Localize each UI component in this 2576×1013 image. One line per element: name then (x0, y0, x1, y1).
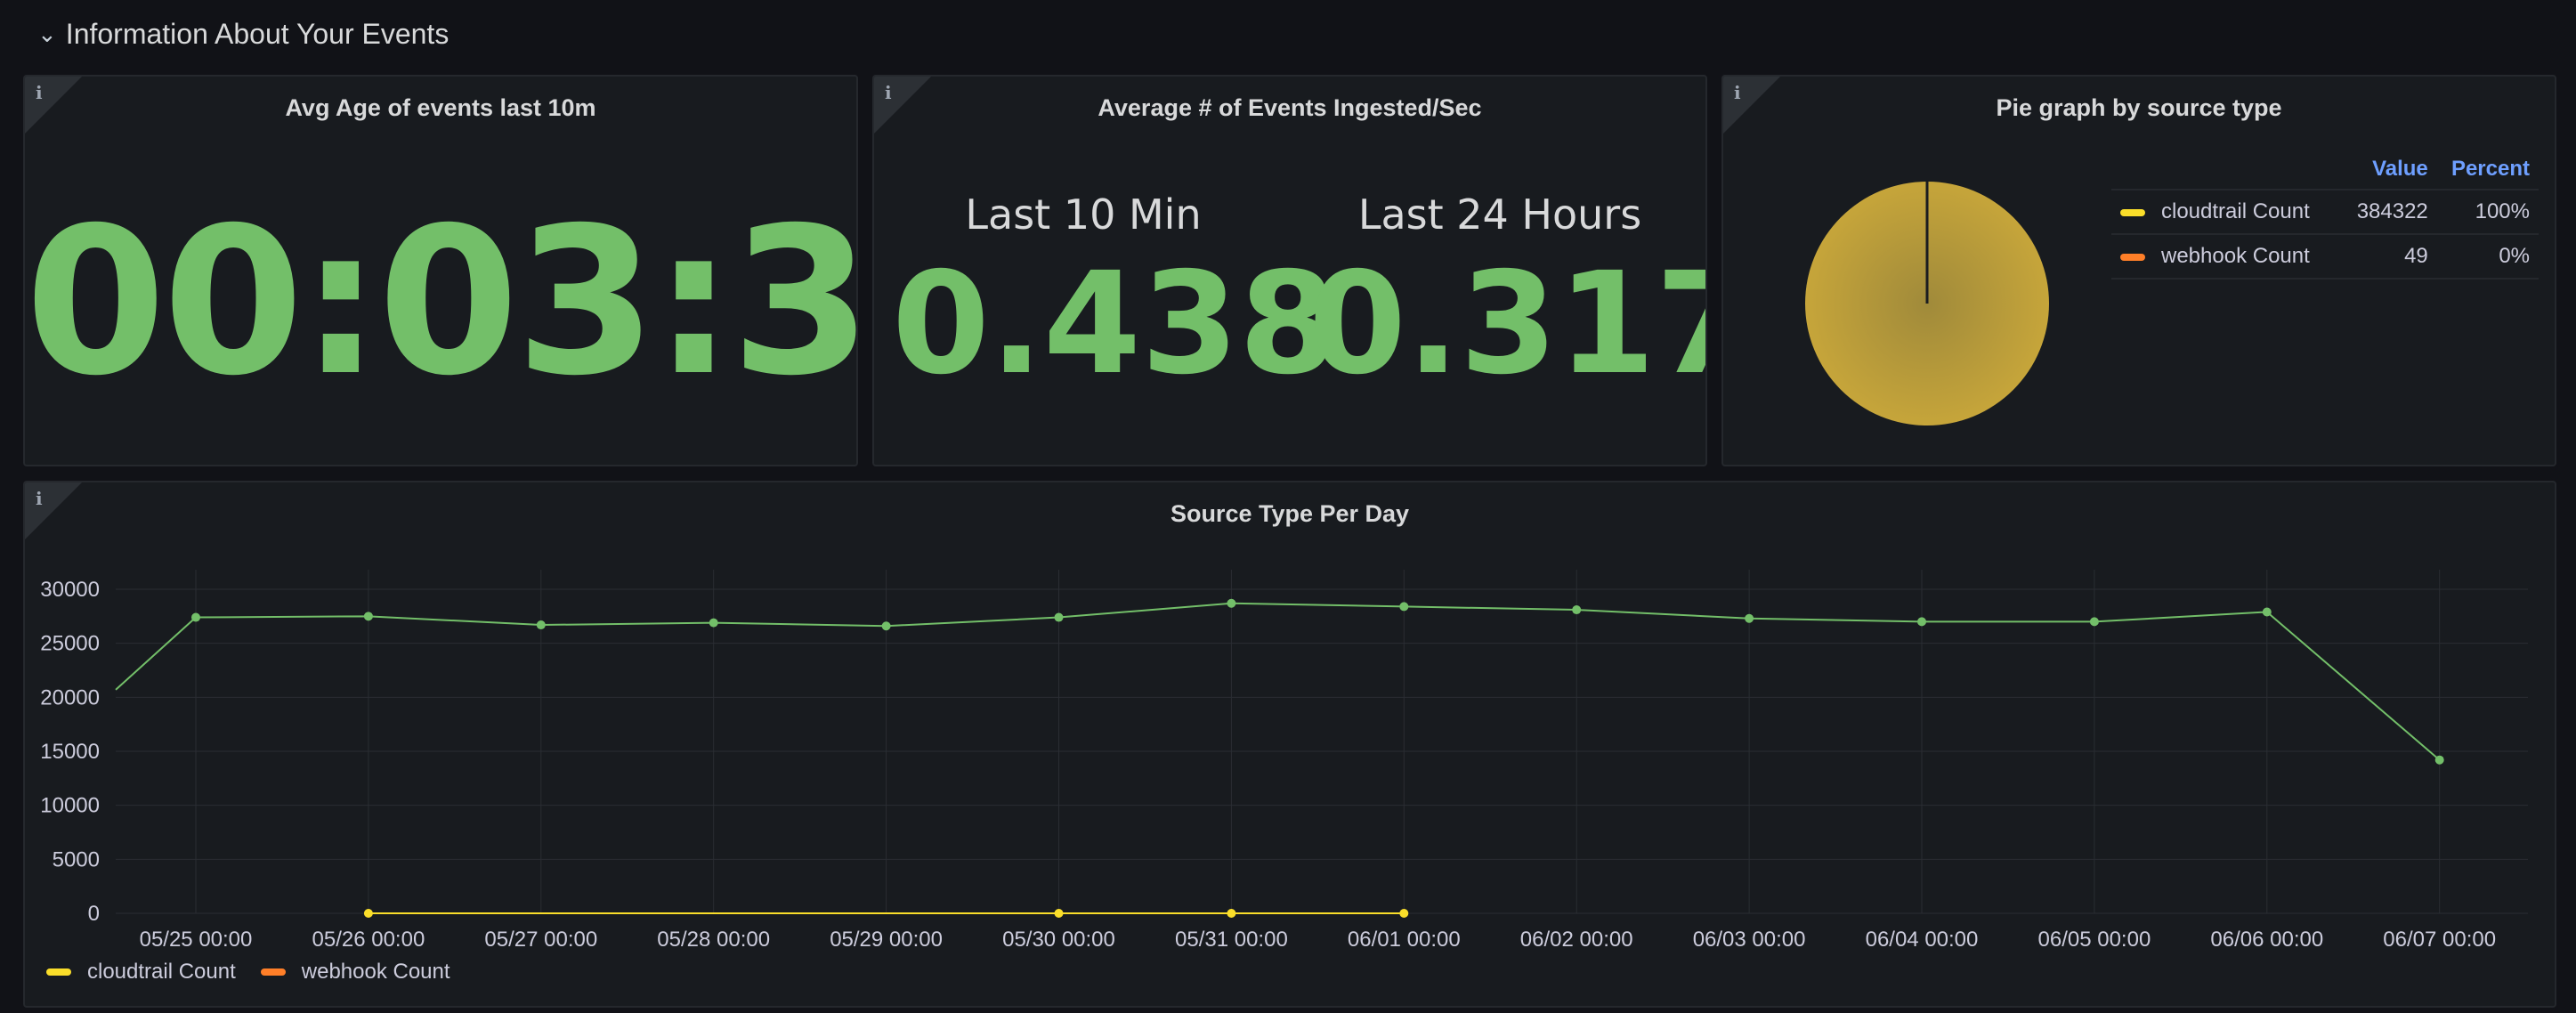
info-icon[interactable]: i (36, 488, 43, 509)
data-point-green (1227, 598, 1236, 608)
x-tick-label: 06/04 00:00 (1866, 928, 1979, 952)
data-point-cloudtrail (363, 909, 373, 918)
stat-label-10min: Last 10 Min (965, 190, 1202, 239)
legend-value: 49 (2343, 233, 2437, 280)
legend-header-row: Value Percent (2111, 150, 2539, 190)
legend-header-value[interactable]: Value (2372, 157, 2428, 181)
panel-corner (25, 77, 82, 134)
y-tick-label: 0 (88, 902, 100, 926)
data-point-green (2434, 755, 2444, 765)
data-point-green (2089, 617, 2099, 627)
avg-age-panel[interactable]: i Avg Age of events last 10m 00:03:38 (23, 75, 858, 466)
panel-corner (874, 77, 931, 134)
x-tick-label: 06/02 00:00 (1520, 928, 1633, 952)
chevron-down-icon: ⌄ (37, 20, 57, 47)
x-tick-label: 05/29 00:00 (830, 928, 943, 952)
x-tick-label: 06/07 00:00 (2383, 928, 2496, 952)
panel-corner (1723, 77, 1780, 134)
data-point-green (881, 621, 891, 631)
legend-percent: 100% (2436, 189, 2539, 234)
legend-item-cloudtrail[interactable]: cloudtrail Count (46, 960, 236, 985)
row-title: Information About Your Events (65, 17, 450, 50)
data-point-green (1745, 613, 1754, 623)
y-tick-label: 15000 (40, 740, 100, 764)
y-tick-label: 25000 (40, 632, 100, 656)
x-tick-label: 06/01 00:00 (1348, 928, 1461, 952)
legend-percent: 0% (2436, 233, 2539, 280)
legend-swatch (260, 968, 286, 976)
data-point-green (1399, 602, 1409, 612)
legend-swatch (2120, 253, 2145, 261)
timeseries-panel[interactable]: i Source Type Per Day (23, 481, 2556, 1008)
info-icon[interactable]: i (36, 82, 43, 103)
panel-title: Avg Age of events last 10m (285, 94, 596, 121)
data-point-green (2262, 607, 2272, 617)
data-point-green (191, 612, 200, 622)
stat-value-10min: 0.438 (892, 242, 1337, 406)
x-tick-label: 06/06 00:00 (2210, 928, 2323, 952)
data-point-green (709, 618, 718, 628)
pie-chart[interactable] (1798, 174, 2056, 433)
panel-title: Pie graph by source type (1996, 94, 2282, 121)
x-tick-label: 05/31 00:00 (1175, 928, 1288, 952)
data-point-green (363, 612, 373, 621)
y-tick-label: 5000 (53, 847, 100, 871)
legend-label: cloudtrail Count (87, 960, 236, 984)
timeseries-legend: cloudtrail Count webhook Count (46, 960, 450, 985)
x-tick-label: 05/26 00:00 (312, 928, 425, 952)
legend-row[interactable]: cloudtrail Count 384322 100% (2111, 189, 2539, 234)
data-point-green (1917, 617, 1926, 627)
legend-name: cloudtrail Count (2161, 199, 2310, 223)
data-point-green (536, 620, 546, 630)
x-tick-label: 06/03 00:00 (1693, 928, 1806, 952)
data-point-green (1572, 605, 1582, 615)
stat-label-24h: Last 24 Hours (1357, 190, 1642, 239)
data-point-green (1054, 612, 1064, 622)
y-tick-label: 30000 (40, 578, 100, 602)
data-point-cloudtrail (1399, 909, 1409, 918)
legend-row[interactable]: webhook Count 49 0% (2111, 233, 2539, 280)
legend-swatch (46, 968, 71, 976)
panel-title: Average # of Events Ingested/Sec (1098, 94, 1482, 121)
x-tick-label: 05/30 00:00 (1002, 928, 1115, 952)
legend-value: 384322 (2343, 189, 2437, 234)
series-line-green (115, 602, 2441, 761)
row-header-toggle[interactable]: ⌄ Information About Your Events (37, 12, 449, 55)
avg-age-value: 00:03:38 (25, 183, 858, 420)
x-tick-label: 05/27 00:00 (484, 928, 597, 952)
legend-name: webhook Count (2161, 244, 2310, 268)
y-tick-label: 20000 (40, 685, 100, 709)
data-point-cloudtrail (1054, 909, 1064, 918)
info-icon[interactable]: i (885, 82, 892, 103)
legend-label: webhook Count (301, 960, 450, 984)
panel-corner (25, 482, 82, 539)
pie-legend-table: Value Percent cloudtrail Count 384322 10… (2111, 150, 2539, 280)
y-tick-label: 10000 (40, 794, 100, 818)
panel-title: Source Type Per Day (1170, 500, 1410, 527)
ingest-rate-panel[interactable]: i Average # of Events Ingested/Sec Last … (872, 75, 1707, 466)
legend-header-percent[interactable]: Percent (2450, 157, 2530, 181)
x-tick-label: 05/28 00:00 (657, 928, 770, 952)
x-tick-label: 05/25 00:00 (140, 928, 253, 952)
data-point-cloudtrail (1227, 909, 1236, 918)
legend-swatch (2120, 208, 2145, 216)
info-icon[interactable]: i (1734, 82, 1741, 103)
legend-item-webhook[interactable]: webhook Count (260, 960, 450, 985)
x-tick-label: 06/05 00:00 (2038, 928, 2151, 952)
stat-value-24h: 0.317 (1308, 242, 1705, 406)
